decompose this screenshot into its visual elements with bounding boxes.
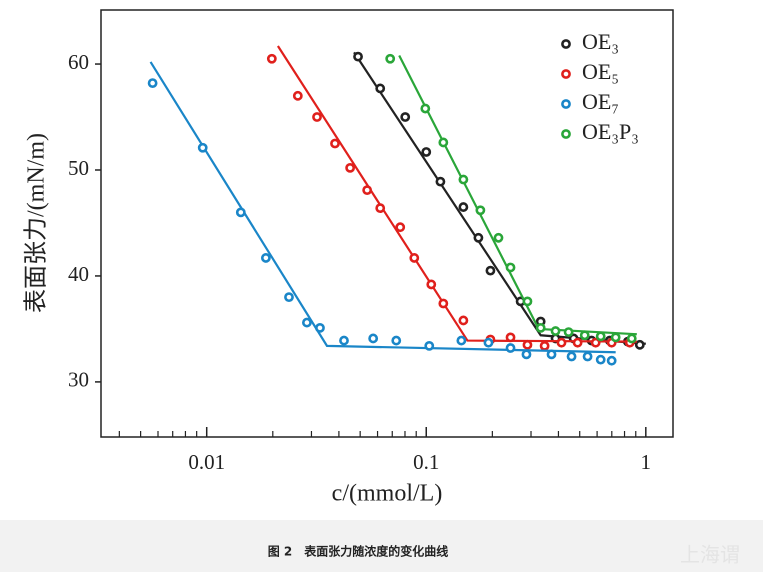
x-axis-label: c/(mmol/L) [332,481,443,507]
legend-marker [561,129,571,139]
data-point [579,330,590,341]
data-point [345,162,356,173]
data-point [473,232,484,243]
data-point [610,332,621,343]
data-point [456,335,467,346]
legend-marker [561,39,571,49]
data-point [595,331,606,342]
data-point [458,174,469,185]
data-point [634,339,645,350]
fit-line [149,61,616,354]
data-point [539,340,550,351]
data-point [147,78,158,89]
legend-label: OE₃P₃ [582,119,639,144]
data-point [353,51,363,62]
data-point [315,322,325,333]
data-point [458,202,469,212]
data-point [590,337,601,348]
y-tick-label: 40 [68,262,89,286]
legend-label: OE₃ [582,29,619,54]
x-tick-label: 1 [641,450,652,474]
data-point [302,317,312,328]
data-point [368,333,379,344]
y-tick-label: 30 [68,368,89,392]
data-point [424,340,435,351]
data-point [485,265,496,276]
data-point [626,333,637,344]
data-point [521,349,532,360]
data-point [563,327,574,338]
data-point [438,298,449,309]
data-point [421,147,432,157]
data-point [197,142,208,153]
data-point [595,354,606,365]
data-point [566,351,577,362]
data-point [522,339,533,350]
data-point [400,112,411,122]
data-point [420,103,431,114]
data-point [493,232,504,243]
data-point [339,335,349,346]
watermark: 上海谓 [680,543,740,567]
data-point [330,138,340,149]
plot-frame [100,9,674,438]
y-axis-label: 表面张力/(mN/m) [23,133,50,313]
data-point [505,262,516,273]
data-point [284,292,294,303]
data-point [266,53,277,64]
data-point [438,137,449,148]
data-point [505,332,516,343]
data-point [426,279,437,290]
data-point [505,343,516,353]
data-point [375,83,386,94]
data-point [260,253,271,263]
legend-label: OE₅ [582,59,619,84]
data-point [550,326,561,336]
data-point [435,176,446,187]
data-point [546,349,557,360]
caption-band [0,520,763,572]
data-point [522,296,533,307]
data-point [556,337,567,348]
data-point [409,253,420,263]
y-tick-label: 60 [68,50,89,74]
data-point [395,222,406,233]
y-tick-label: 50 [68,156,89,180]
data-point [582,351,593,362]
data-point [572,337,583,348]
data-point [375,203,386,214]
data-point [458,315,469,326]
data-point [483,337,494,348]
data-point [606,355,617,366]
data-point [475,205,486,216]
data-point [362,185,373,196]
legend-marker [561,69,571,79]
x-tick-label: 0.01 [188,450,225,474]
x-tick-label: 0.1 [413,450,439,474]
data-point [312,112,322,122]
data-point [385,53,396,64]
data-point [235,207,246,218]
legend-label: OE₇ [582,89,619,114]
data-point [535,322,546,333]
caption: 图 2 表面张力随浓度的变化曲线 [268,544,449,559]
data-point [292,90,303,101]
data-point [391,335,402,346]
legend-marker [561,99,571,109]
